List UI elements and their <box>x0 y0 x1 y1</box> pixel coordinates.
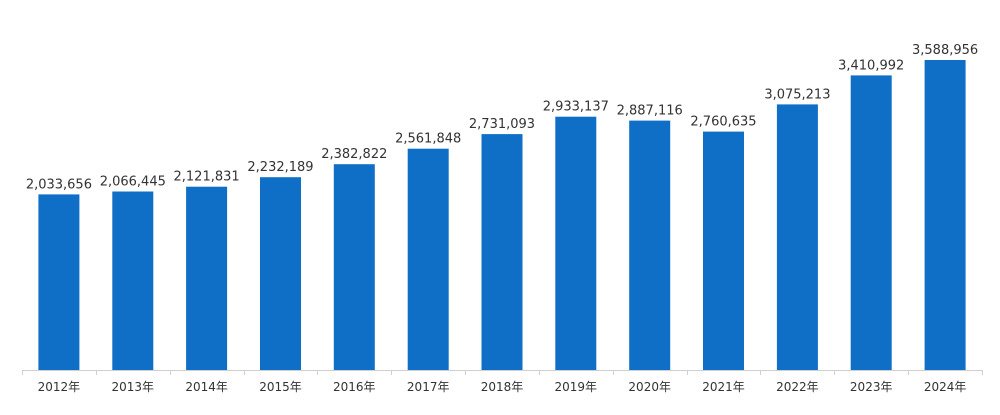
bar[interactable] <box>776 104 818 371</box>
bar[interactable] <box>38 194 80 370</box>
bar[interactable] <box>629 120 671 370</box>
x-axis-tick-label: 2022年 <box>776 380 819 394</box>
x-axis-tick-label: 2016年 <box>333 380 376 394</box>
bar-value-label: 3,588,956 <box>912 43 978 58</box>
x-axis-tick-label: 2015年 <box>259 380 302 394</box>
x-axis-tick-label: 2023年 <box>850 380 893 394</box>
bar[interactable] <box>407 148 449 370</box>
bar-value-label: 3,075,213 <box>764 87 830 102</box>
bar-value-label: 2,731,093 <box>469 117 535 132</box>
x-axis-tick-label: 2012年 <box>38 380 81 394</box>
bar[interactable] <box>186 186 228 370</box>
x-axis-tick-labels: 2012年 2013年 2014年 2015年 2016年 2017年 2018年 2019年… <box>38 380 967 394</box>
x-axis-tick-label: 2014年 <box>185 380 228 394</box>
x-axis-tick-label: 2020年 <box>628 380 671 394</box>
bar-value-label: 3,410,992 <box>838 58 904 73</box>
x-axis-tick-label: 2021年 <box>702 380 745 394</box>
x-axis-tick-label: 2019年 <box>555 380 598 394</box>
bar[interactable] <box>555 116 597 370</box>
bars-layer <box>38 60 966 371</box>
bar[interactable] <box>924 60 966 370</box>
bar-value-label: 2,121,831 <box>174 170 240 185</box>
bar-value-label: 2,887,116 <box>617 104 683 119</box>
x-axis-tick-label: 2013年 <box>112 380 155 394</box>
bar[interactable] <box>850 75 892 371</box>
bar-value-label: 2,066,445 <box>100 175 166 190</box>
bar[interactable] <box>333 164 375 370</box>
bar[interactable] <box>703 131 744 370</box>
bar-value-label: 2,033,656 <box>26 177 92 192</box>
x-axis-tick-label: 2017年 <box>407 380 450 394</box>
bar[interactable] <box>260 177 301 370</box>
x-axis-tick-label: 2024年 <box>924 380 967 394</box>
x-axis-tick-label: 2018年 <box>481 380 524 394</box>
bar[interactable] <box>481 134 523 370</box>
bar-value-label: 2,933,137 <box>543 100 609 115</box>
bar-value-label: 2,760,635 <box>690 115 756 130</box>
x-axis-ticks <box>22 370 983 375</box>
bar[interactable] <box>112 191 154 371</box>
bar-value-label: 2,561,848 <box>395 132 461 147</box>
bar-value-label: 2,232,189 <box>247 160 313 175</box>
bar-value-label: 2,382,822 <box>321 147 387 162</box>
value-labels-layer: 2,033,656 2,066,445 2,121,831 2,232,189 2,38… <box>26 43 978 192</box>
